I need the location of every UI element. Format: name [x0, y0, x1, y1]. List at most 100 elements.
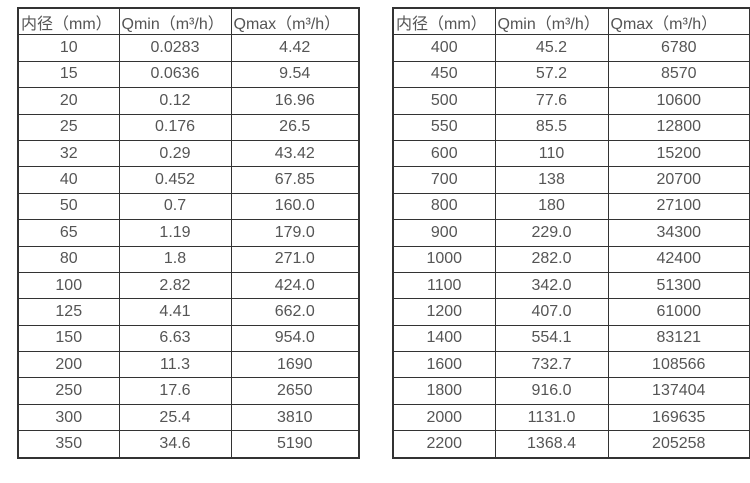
table-cell: 57.2 [494, 60, 609, 89]
table-row: 600 110 15200 [392, 139, 750, 168]
table-cell: 1690 [230, 351, 360, 379]
table-cell: 32 [17, 139, 120, 168]
table-cell: 250 [17, 377, 120, 405]
column-header-diameter: 内径（mm） [392, 7, 496, 36]
table-cell: 1000 [392, 245, 496, 273]
table-cell: 229.0 [494, 219, 609, 247]
table-row: 80 1.8 271.0 [17, 245, 360, 273]
table-cell: 550 [392, 113, 496, 141]
table-cell: 500 [392, 87, 496, 115]
table-row: 250 17.6 2650 [17, 377, 360, 405]
table-cell: 282.0 [494, 245, 609, 273]
table-cell: 732.7 [494, 351, 609, 379]
table-cell: 800 [392, 192, 496, 221]
table-cell: 125 [17, 298, 120, 326]
table-cell: 26.5 [230, 113, 360, 141]
table-cell: 34300 [607, 219, 750, 247]
table-cell: 25.4 [118, 403, 232, 432]
table-row: 2000 1131.0 169635 [392, 403, 750, 432]
table-cell: 150 [17, 324, 120, 353]
table-cell: 10600 [607, 87, 750, 115]
table-row: 50 0.7 160.0 [17, 192, 360, 221]
table-cell: 17.6 [118, 377, 232, 405]
table-cell: 16.96 [230, 87, 360, 115]
table-cell: 45.2 [494, 34, 609, 62]
table-row: 65 1.19 179.0 [17, 219, 360, 247]
table-cell: 350 [17, 430, 120, 459]
table-cell: 2200 [392, 430, 496, 459]
table-cell: 0.176 [118, 113, 232, 141]
table-cell: 10 [17, 34, 120, 62]
table-cell: 6.63 [118, 324, 232, 353]
table-cell: 450 [392, 60, 496, 89]
table-cell: 160.0 [230, 192, 360, 221]
table-cell: 954.0 [230, 324, 360, 353]
table-cell: 600 [392, 139, 496, 168]
table-cell: 2000 [392, 403, 496, 432]
table-row: 900 229.0 34300 [392, 219, 750, 247]
table-cell: 1.8 [118, 245, 232, 273]
table-cell: 51300 [607, 271, 750, 300]
table-cell: 15 [17, 60, 120, 89]
table-cell: 180 [494, 192, 609, 221]
table-row: 1200 407.0 61000 [392, 298, 750, 326]
table-cell: 700 [392, 166, 496, 194]
table-row: 800 180 27100 [392, 192, 750, 221]
table-cell: 554.1 [494, 324, 609, 353]
table-cell: 205258 [607, 430, 750, 459]
column-header-qmin: Qmin（m³/h） [118, 7, 232, 36]
table-cell: 0.29 [118, 139, 232, 168]
table-row: 200 11.3 1690 [17, 351, 360, 379]
table-cell: 138 [494, 166, 609, 194]
column-header-qmax: Qmax（m³/h） [607, 7, 750, 36]
table-row: 1000 282.0 42400 [392, 245, 750, 273]
table-cell: 8570 [607, 60, 750, 89]
table-cell: 0.0283 [118, 34, 232, 62]
table-cell: 40 [17, 166, 120, 194]
table-cell: 15200 [607, 139, 750, 168]
table-row: 350 34.6 5190 [17, 430, 360, 459]
table-cell: 400 [392, 34, 496, 62]
header-row: 内径（mm） Qmin（m³/h） Qmax（m³/h） [17, 7, 360, 36]
table-cell: 43.42 [230, 139, 360, 168]
table-cell: 3810 [230, 403, 360, 432]
table-cell: 900 [392, 219, 496, 247]
table-row: 15 0.0636 9.54 [17, 60, 360, 89]
table-row: 400 45.2 6780 [392, 34, 750, 62]
table-cell: 1600 [392, 351, 496, 379]
table-cell: 662.0 [230, 298, 360, 326]
table-cell: 9.54 [230, 60, 360, 89]
table-cell: 1100 [392, 271, 496, 300]
header-row: 内径（mm） Qmin（m³/h） Qmax（m³/h） [392, 7, 750, 36]
table-cell: 1131.0 [494, 403, 609, 432]
table-cell: 20700 [607, 166, 750, 194]
table-row: 300 25.4 3810 [17, 403, 360, 432]
table-cell: 50 [17, 192, 120, 221]
table-cell: 20 [17, 87, 120, 115]
table-row: 1600 732.7 108566 [392, 351, 750, 379]
table-cell: 27100 [607, 192, 750, 221]
table-cell: 0.7 [118, 192, 232, 221]
table-cell: 108566 [607, 351, 750, 379]
table-cell: 12800 [607, 113, 750, 141]
table-cell: 300 [17, 403, 120, 432]
table-cell: 424.0 [230, 271, 360, 300]
table-cell: 67.85 [230, 166, 360, 194]
table-cell: 407.0 [494, 298, 609, 326]
table-cell: 4.41 [118, 298, 232, 326]
table-cell: 1800 [392, 377, 496, 405]
table-row: 25 0.176 26.5 [17, 113, 360, 141]
table-row: 500 77.6 10600 [392, 87, 750, 115]
table-cell: 179.0 [230, 219, 360, 247]
flow-rate-table-small-diameters: 内径（mm） Qmin（m³/h） Qmax（m³/h） 10 0.0283 4.42 1… [17, 7, 360, 459]
table-cell: 6780 [607, 34, 750, 62]
table-cell: 169635 [607, 403, 750, 432]
table-cell: 0.0636 [118, 60, 232, 89]
table-cell: 65 [17, 219, 120, 247]
table-cell: 137404 [607, 377, 750, 405]
table-cell: 25 [17, 113, 120, 141]
table-cell: 42400 [607, 245, 750, 273]
table-cell: 4.42 [230, 34, 360, 62]
table-cell: 1368.4 [494, 430, 609, 459]
table-row: 125 4.41 662.0 [17, 298, 360, 326]
